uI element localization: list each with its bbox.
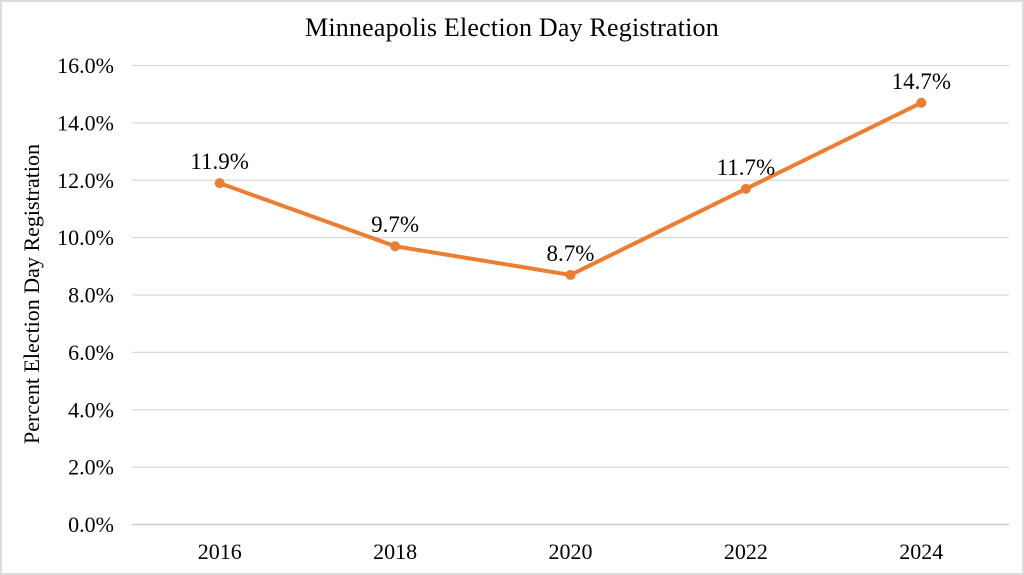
y-tick-label: 14.0%: [57, 110, 114, 135]
data-point-label: 14.7%: [892, 69, 951, 94]
y-tick-label: 10.0%: [57, 225, 114, 250]
y-tick-label: 2.0%: [68, 455, 114, 480]
data-point-marker: [916, 97, 927, 108]
chart-title: Minneapolis Election Day Registration: [305, 13, 719, 42]
x-tick-label: 2024: [899, 539, 943, 564]
x-tick-label: 2022: [724, 539, 768, 564]
data-point-marker: [565, 269, 576, 280]
data-point-marker: [740, 183, 751, 194]
y-tick-label: 4.0%: [68, 397, 114, 422]
y-tick-label: 12.0%: [57, 168, 114, 193]
y-tick-label: 0.0%: [68, 512, 114, 537]
x-tick-label: 2018: [373, 539, 417, 564]
y-tick-label: 8.0%: [68, 283, 114, 308]
y-tick-label: 6.0%: [68, 340, 114, 365]
y-tick-label: 16.0%: [57, 53, 114, 78]
data-point-label: 11.9%: [190, 149, 249, 174]
data-point-label: 9.7%: [371, 212, 419, 237]
data-point-label: 11.7%: [717, 155, 776, 180]
data-point-marker: [390, 241, 401, 252]
x-tick-label: 2016: [198, 539, 242, 564]
data-point-marker: [214, 178, 225, 189]
x-tick-label: 2020: [549, 539, 593, 564]
data-point-label: 8.7%: [547, 241, 595, 266]
